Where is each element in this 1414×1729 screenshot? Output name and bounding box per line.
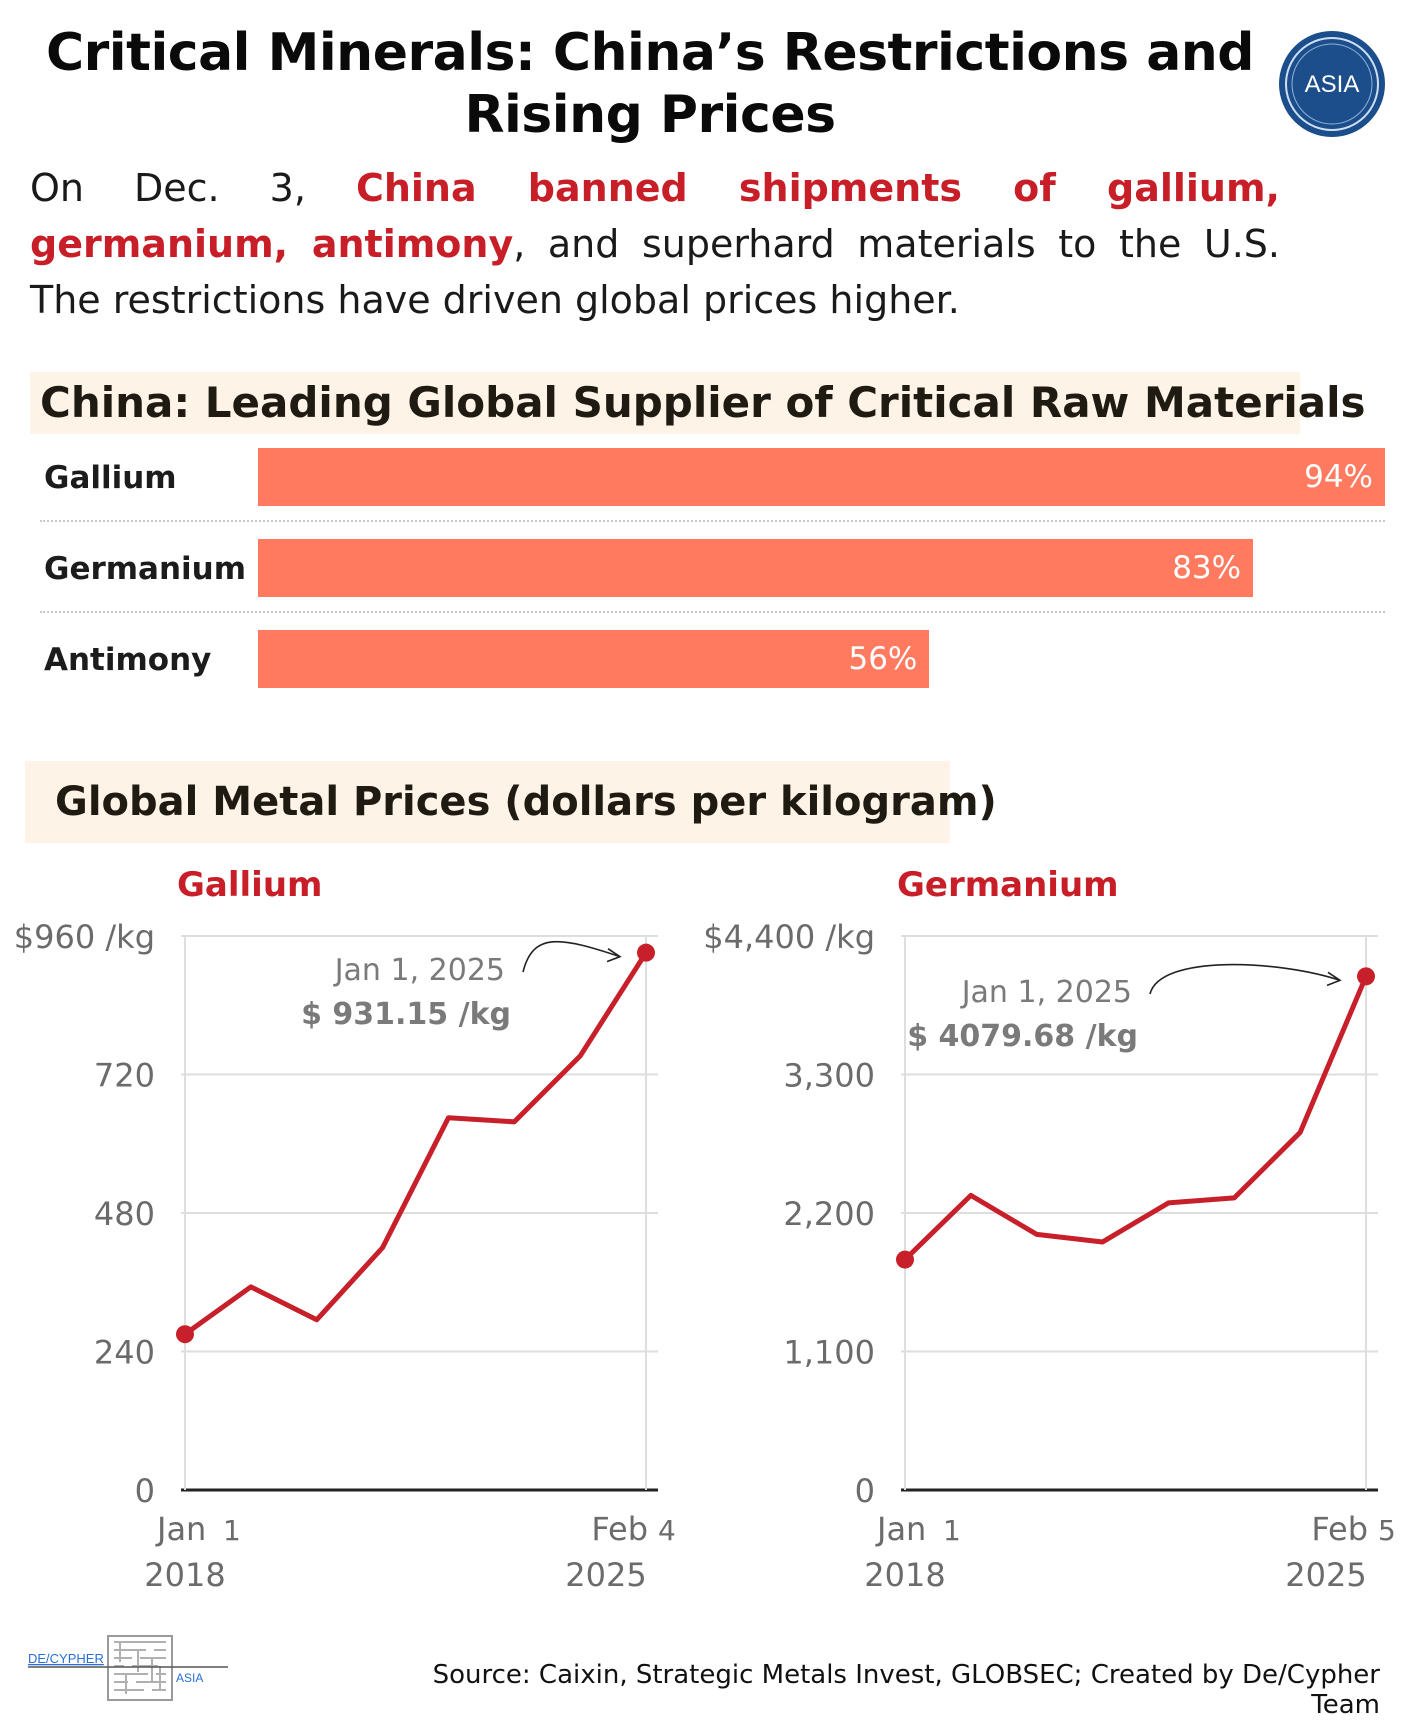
bar-value-label: 83%: [1172, 550, 1242, 586]
prices-section-title: Global Metal Prices (dollars per kilogra…: [25, 761, 997, 843]
y-tick-label: 1,100: [783, 1334, 875, 1372]
x-start-month: Jan: [155, 1510, 206, 1548]
x-start-month: Jan: [875, 1510, 926, 1548]
x-end-year: 2025: [565, 1556, 646, 1594]
y-tick-label: 240: [94, 1334, 155, 1372]
logo-text: ASIA: [1305, 71, 1360, 98]
bar-label: Antimony: [44, 642, 212, 678]
y-tick-label: $4,400 /kg: [703, 918, 875, 956]
annotation-arrow: [1149, 963, 1341, 995]
y-tick-label: 3,300: [783, 1057, 875, 1095]
x-start-day: 1: [223, 1514, 241, 1547]
bar-row-antimony: Antimony 56%: [40, 630, 1385, 690]
bar: 94%: [258, 448, 1385, 506]
x-start-day: 1: [943, 1514, 961, 1547]
annotation-value: $ 931.15 /kg: [301, 997, 511, 1032]
price-line: [903, 975, 1369, 1262]
asia-logo: ASIA: [1279, 31, 1385, 137]
y-tick-label: 0: [135, 1472, 155, 1510]
bar: 83%: [258, 539, 1254, 597]
x-end-month: Feb: [1311, 1510, 1368, 1548]
annotation-date: Jan 1, 2025: [333, 953, 505, 988]
bar-label: Germanium: [44, 551, 247, 587]
bar-value-label: 94%: [1304, 459, 1373, 495]
intro-paragraph: On Dec. 3, China banned shipments of gal…: [30, 160, 1280, 328]
x-end-day: 5: [1378, 1514, 1396, 1547]
chart-title: Germanium: [897, 865, 1119, 905]
x-start-year: 2018: [864, 1556, 945, 1594]
source-note: Source: Caixin, Strategic Metals Invest,…: [432, 1660, 1380, 1720]
bar-label: Gallium: [44, 460, 177, 496]
endpoint-marker: [896, 1250, 914, 1269]
page-title: Critical Minerals: China’s Restrictions …: [45, 23, 1255, 145]
endpoint-marker: [637, 943, 655, 962]
brand-bottom-text: ASIA: [176, 1671, 203, 1685]
y-tick-label: $960 /kg: [14, 918, 155, 956]
x-end-year: 2025: [1285, 1556, 1366, 1594]
annotation-arrowhead: [1326, 971, 1342, 987]
bar-row-germanium: Germanium 83%: [40, 539, 1385, 599]
supplier-section-title: China: Leading Global Supplier of Critic…: [30, 372, 1366, 434]
intro-lead: On Dec. 3,: [30, 166, 356, 210]
decypher-asia-logo: DE/CYPHER ASIA: [28, 1635, 228, 1701]
annotation-date: Jan 1, 2025: [960, 975, 1132, 1010]
row-divider: [40, 611, 1385, 613]
brand-top-text: DE/CYPHER: [28, 1651, 104, 1666]
x-start-year: 2018: [144, 1556, 225, 1594]
annotation-arrowhead: [606, 947, 622, 963]
endpoint-marker: [1357, 967, 1375, 986]
x-end-month: Feb: [591, 1510, 648, 1548]
annotation-value: $ 4079.68 /kg: [907, 1019, 1138, 1054]
germanium-line-chart: Germanium 0 1,100 2,200 3,300 $4,400 /kg Jan 1…: [703, 865, 1396, 1594]
bar-value-label: 56%: [848, 641, 918, 677]
row-divider: [40, 520, 1385, 522]
chart-title: Gallium: [177, 865, 322, 905]
y-tick-label: 2,200: [783, 1195, 875, 1233]
gallium-line-chart: Gallium 0 240 480 720 $960 /kg Jan 1, 2025 $ 93…: [14, 865, 676, 1594]
intro-highlight: China banned shipments of gallium, germa…: [30, 166, 1280, 266]
intro-rest: , and superhard materials to the U.S. Th…: [30, 222, 1280, 322]
price-line: [183, 951, 649, 1337]
bar: 56%: [258, 630, 930, 688]
bar-row-gallium: Gallium 94%: [40, 448, 1385, 508]
y-tick-label: 720: [94, 1057, 155, 1095]
y-tick-label: 480: [94, 1195, 155, 1233]
annotation-arrow: [522, 940, 621, 973]
endpoint-marker: [176, 1325, 194, 1344]
x-end-day: 4: [658, 1514, 676, 1547]
y-tick-label: 0: [855, 1472, 875, 1510]
